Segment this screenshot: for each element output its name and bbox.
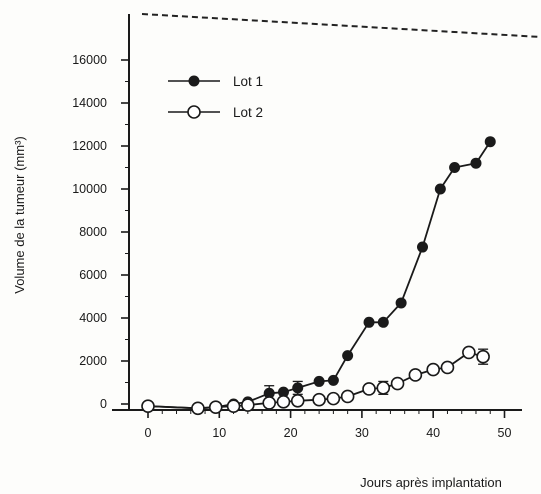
data-point-lot2-7 — [290, 393, 305, 408]
data-point-lot2-1 — [191, 401, 205, 416]
data-point-lot2-10 — [340, 389, 355, 404]
data-point-lot2-18 — [476, 349, 490, 364]
y-tick-label-14000: 14000 — [72, 96, 107, 110]
x-tick-label-50: 50 — [498, 426, 512, 440]
data-point-lot2-2 — [208, 400, 223, 415]
data-point-lot2-11 — [362, 382, 376, 396]
data-point-lot1-17 — [470, 157, 482, 169]
data-point-lot1-16 — [449, 162, 461, 173]
data-point-lot2-16 — [440, 360, 455, 375]
data-point-lot2-5 — [262, 396, 277, 410]
data-point-lot2-6 — [276, 395, 291, 409]
data-point-lot1-18 — [484, 136, 496, 148]
data-point-lot2-8 — [312, 392, 326, 407]
x-tick-label-0: 0 — [145, 426, 152, 440]
y-tick-label-16000: 16000 — [72, 53, 107, 67]
data-point-lot2-15 — [426, 362, 441, 377]
data-point-lot2-13 — [390, 376, 405, 391]
x-axis-title: Jours après implantation — [360, 475, 502, 490]
x-tick-label-20: 20 — [284, 426, 298, 440]
data-point-lot2-0 — [141, 399, 155, 413]
axis-tick-labels: 0 10 20 30 40 50 0 2000 4000 6000 8000 10000 12000 14… — [72, 53, 511, 440]
y-axis-title: Volume de la tumeur (mm³) — [12, 136, 27, 294]
data-point-lot2-17 — [462, 345, 476, 360]
y-tick-label-12000: 12000 — [72, 139, 107, 153]
series-layer — [141, 136, 496, 416]
legend-lot1-marker — [188, 75, 200, 87]
data-point-lot1-12 — [377, 316, 389, 328]
y-tick-label-4000: 4000 — [79, 311, 107, 325]
x-tick-label-30: 30 — [355, 426, 369, 440]
y-tick-label-2000: 2000 — [79, 354, 107, 368]
x-tick-label-40: 40 — [426, 426, 440, 440]
data-point-lot1-13 — [395, 297, 407, 309]
y-tick-label-8000: 8000 — [79, 225, 107, 239]
data-point-lot1-8 — [313, 375, 325, 387]
data-point-lot1-6 — [277, 386, 289, 398]
legend: Lot 1 Lot 2 — [168, 74, 263, 120]
data-point-lot1-7 — [292, 382, 304, 394]
y-tick-label-6000: 6000 — [79, 268, 107, 282]
legend-lot2-marker — [187, 105, 201, 119]
data-point-lot2-4 — [241, 398, 255, 412]
data-point-lot1-14 — [417, 241, 429, 253]
legend-lot2-label: Lot 2 — [233, 105, 263, 120]
y-tick-label-10000: 10000 — [72, 182, 107, 196]
data-point-lot1-11 — [363, 316, 375, 328]
data-point-lot1-5 — [263, 387, 275, 399]
x-tick-label-10: 10 — [212, 426, 226, 440]
data-point-lot2-3 — [226, 399, 241, 413]
data-point-lot1-10 — [342, 350, 354, 362]
y-tick-label-0: 0 — [100, 397, 107, 411]
top-dashed-border — [141, 13, 541, 38]
data-point-lot2-14 — [408, 368, 423, 382]
legend-lot1-label: Lot 1 — [233, 74, 263, 89]
data-point-lot2-9 — [326, 391, 341, 406]
data-point-lot1-9 — [327, 374, 339, 386]
data-point-lot2-12 — [376, 381, 391, 395]
data-point-lot1-15 — [434, 183, 446, 195]
